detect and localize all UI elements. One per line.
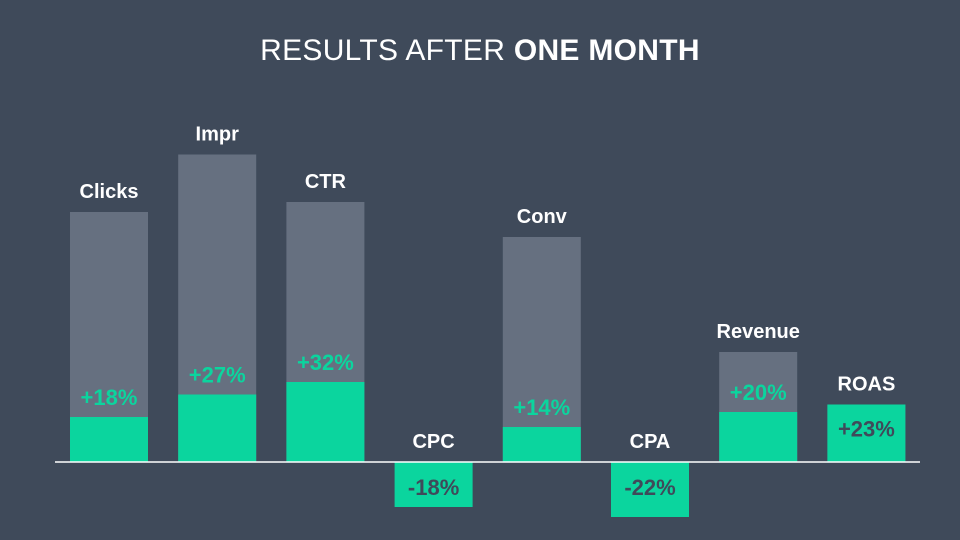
value-label-clicks: +18% [81, 385, 138, 410]
change-bar-clicks [70, 417, 148, 462]
category-label-revenue: Revenue [717, 321, 800, 343]
value-label-cpa: -22% [624, 475, 675, 500]
value-label-roas: +23% [838, 417, 895, 442]
change-bar-roas [827, 404, 906, 462]
category-label-clicks: Clicks [80, 181, 139, 203]
chart-title-bold: ONE MONTH [513, 34, 700, 67]
value-label-revenue: +20% [730, 380, 787, 405]
value-label-ctr: +32% [297, 350, 354, 375]
category-label-impr: Impr [196, 124, 240, 146]
chart-title-regular: RESULTS AFTER [260, 34, 514, 67]
category-label-roas: ROAS [838, 374, 896, 396]
change-bar-cpc [394, 462, 473, 507]
change-bar-ctr [286, 382, 365, 462]
category-label-cpa: CPA [630, 431, 671, 453]
category-label-conv: Conv [517, 206, 568, 228]
change-bar-revenue [719, 412, 798, 462]
value-label-cpc: -18% [408, 475, 459, 500]
change-bar-impr [178, 394, 257, 462]
chart-title: RESULTS AFTER ONE MONTH [0, 34, 960, 68]
category-label-cpc: CPC [412, 431, 454, 453]
value-label-conv: +14% [513, 395, 570, 420]
change-bar-cpa [611, 462, 689, 517]
change-bar-conv [502, 427, 581, 462]
total-bar-conv [502, 237, 581, 462]
value-label-impr: +27% [189, 363, 246, 388]
category-label-ctr: CTR [305, 171, 347, 193]
